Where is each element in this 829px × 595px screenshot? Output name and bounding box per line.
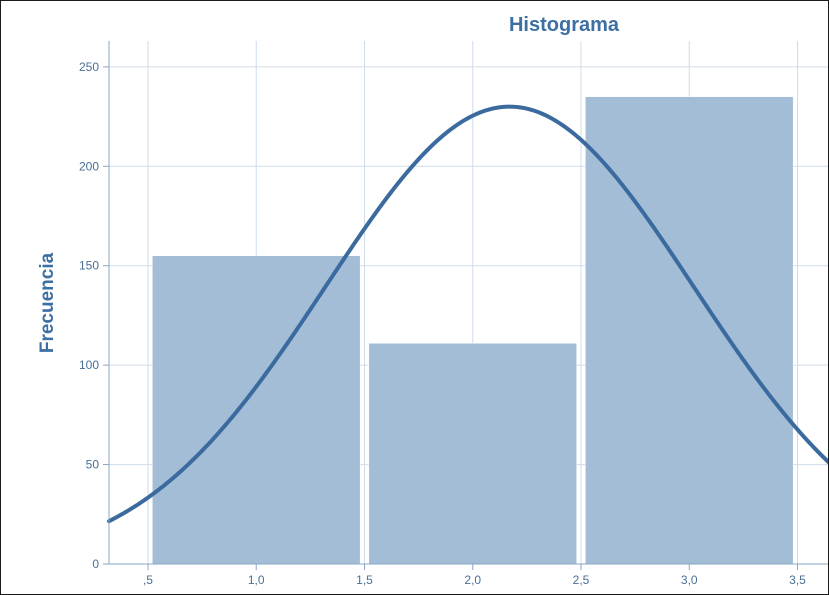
x-tick-label: 2,0: [464, 573, 481, 587]
x-tick-label: ,5: [143, 573, 153, 587]
histogram-bar: [585, 96, 794, 565]
histogram-bar: [368, 343, 577, 565]
y-tick-label: 100: [79, 358, 99, 372]
x-tick-label: 1,5: [356, 573, 373, 587]
y-tick-label: 150: [79, 259, 99, 273]
y-axis-label: Frecuencia: [37, 252, 58, 353]
y-tick-label: 0: [92, 557, 99, 571]
x-tick-label: 3,0: [681, 573, 698, 587]
x-tick-label: 1,0: [248, 573, 265, 587]
chart-title: Histograma: [509, 14, 620, 36]
normal-curve: [107, 104, 828, 524]
x-tick-label: 2,5: [573, 573, 590, 587]
y-tick-label: 200: [79, 159, 99, 173]
y-tick-label: 50: [86, 458, 100, 472]
x-tick-label: 3,5: [789, 573, 806, 587]
y-tick-label: 250: [79, 60, 99, 74]
histogram-bar: [152, 255, 361, 565]
